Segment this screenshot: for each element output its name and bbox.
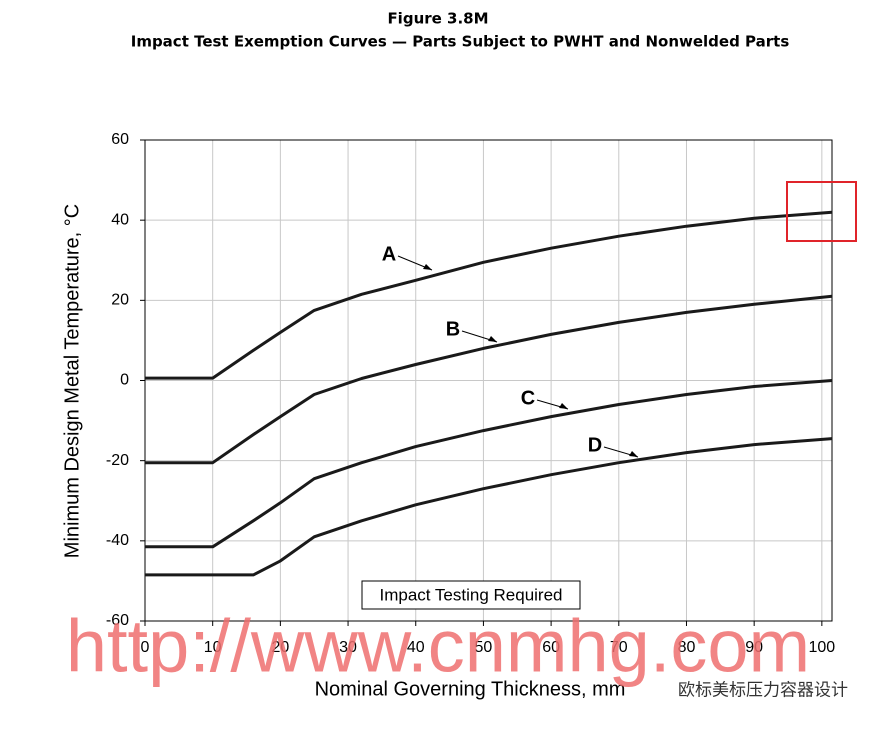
y-tick-label: 20 <box>111 292 129 309</box>
x-tick-label: 0 <box>141 639 150 656</box>
line-series <box>145 210 833 380</box>
y-tick-label: -40 <box>106 532 129 549</box>
watermark: http://www.cnmhg.com <box>66 605 810 688</box>
watermark-badge: 欧标美标压力容器设计 <box>678 680 848 699</box>
y-axis-label: Minimum Design Metal Temperature, °C <box>61 204 83 558</box>
x-tick-label: 80 <box>678 639 696 656</box>
x-tick-label: 50 <box>475 639 493 656</box>
series-label: B <box>446 318 460 340</box>
annotation: Impact Testing Required <box>379 585 562 604</box>
line-series <box>145 379 833 549</box>
chart-title: Figure 3.8M <box>387 10 488 28</box>
x-tick-label: 40 <box>407 639 425 656</box>
annotation-box <box>361 580 581 610</box>
x-tick-label: 70 <box>610 639 628 656</box>
plot-area: -60 -40 -20 0 20 40 60 0 10 20 30 40 50 60 70 80 90 100 A B… <box>106 131 835 656</box>
y-tick-label: 0 <box>120 372 129 389</box>
y-tick-label: -20 <box>106 452 129 469</box>
line-series <box>145 437 833 577</box>
series-label: D <box>588 434 602 456</box>
label-arrowhead <box>559 403 568 409</box>
series-label: C <box>521 387 535 409</box>
x-tick-label: 30 <box>339 639 357 656</box>
label-arrowhead <box>423 264 432 270</box>
series-label: A <box>382 243 396 265</box>
x-tick-label: 20 <box>271 639 289 656</box>
chart-subtitle: Impact Test Exemption Curves — Parts Sub… <box>131 33 790 51</box>
label-arrowhead <box>488 336 497 342</box>
x-tick-label: 100 <box>808 639 835 656</box>
x-tick-label: 10 <box>204 639 222 656</box>
y-tick-label: 60 <box>111 131 129 148</box>
line-series <box>145 294 833 465</box>
x-tick-label: 90 <box>745 639 763 656</box>
y-tick-label: 40 <box>111 211 129 228</box>
y-tick-label: -60 <box>106 612 129 629</box>
highlight-box <box>786 181 857 242</box>
x-axis-label: Nominal Governing Thickness, mm <box>315 678 626 700</box>
label-arrowhead <box>629 451 638 457</box>
x-tick-label: 60 <box>542 639 560 656</box>
